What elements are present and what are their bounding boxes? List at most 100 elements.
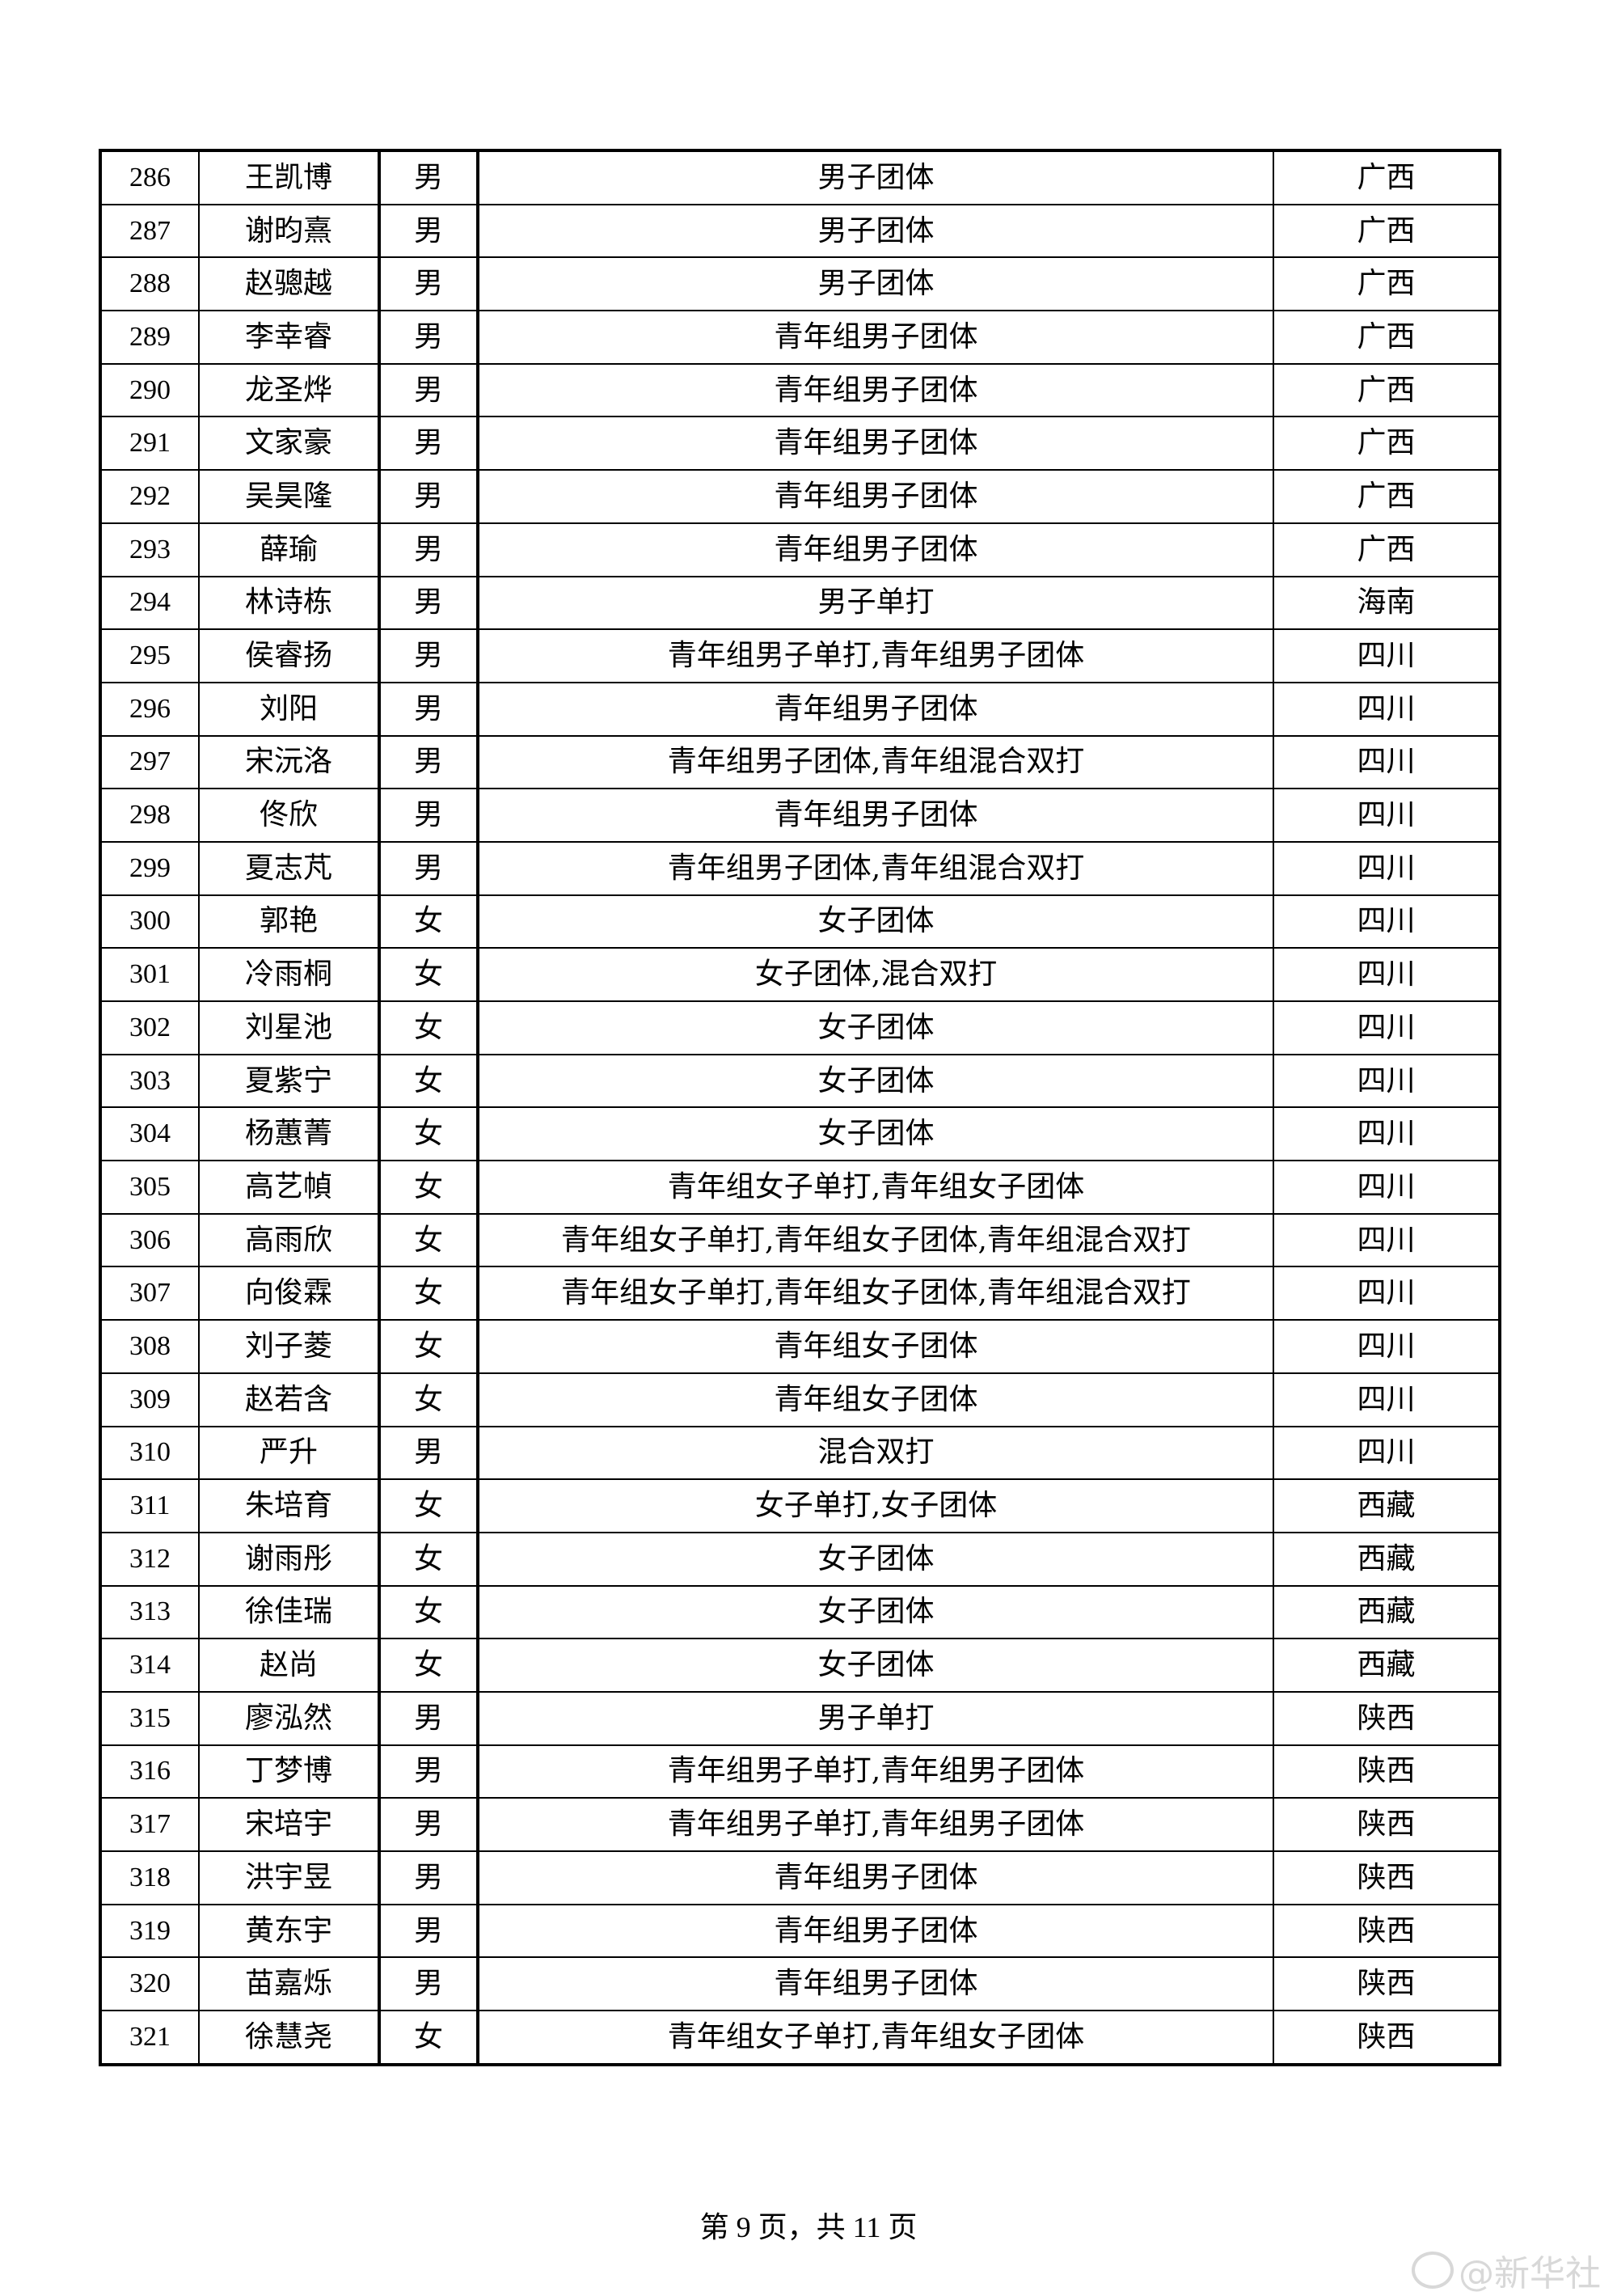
province-cell: 海南: [1273, 575, 1501, 631]
row-number-cell: 293: [99, 522, 200, 577]
gender-cell: 男: [378, 734, 479, 790]
events-cell: 男子团体: [477, 150, 1274, 205]
events-cell: 青年组女子单打,青年组女子团体: [477, 1160, 1274, 1215]
province-cell: 四川: [1273, 840, 1501, 896]
gender-cell: 男: [378, 1956, 479, 2012]
athlete-name-cell: 丁梦博: [198, 1744, 381, 1799]
gender-cell: 男: [378, 310, 479, 365]
table-row: 295 侯睿扬男青年组男子单打,青年组男子团体 四川: [99, 628, 1501, 683]
row-number-cell: 310: [99, 1425, 200, 1481]
events-cell: 女子团体: [477, 1584, 1274, 1640]
province-cell: 四川: [1273, 681, 1501, 737]
row-number-cell: 309: [99, 1372, 200, 1427]
row-number-cell: 300: [99, 894, 200, 949]
gender-cell: 女: [378, 947, 479, 1002]
athlete-name-cell: 冷雨桐: [198, 947, 381, 1002]
table-row: 308 刘子菱女青年组女子团体 四川: [99, 1319, 1501, 1374]
row-number-cell: 314: [99, 1638, 200, 1693]
athlete-name-cell: 高艺幀: [198, 1160, 381, 1215]
province-cell: 广西: [1273, 310, 1501, 365]
events-cell: 女子团体: [477, 1000, 1274, 1055]
table-row: 286 王凯博男男子团体 广西: [99, 150, 1501, 205]
athlete-name-cell: 洪宇昱: [198, 1850, 381, 1905]
watermark-text: @新华社: [1459, 2253, 1601, 2294]
table-row: 289 李幸睿男青年组男子团体 广西: [99, 310, 1501, 365]
province-cell: 四川: [1273, 1266, 1501, 1321]
province-cell: 广西: [1273, 150, 1501, 205]
row-number-cell: 318: [99, 1850, 200, 1905]
athlete-name-cell: 黄东宇: [198, 1903, 381, 1959]
athlete-name-cell: 刘星池: [198, 1000, 381, 1055]
table-row: 306 高雨欣女青年组女子单打,青年组女子团体,青年组混合双打 四川: [99, 1212, 1501, 1268]
roster-body: 286 王凯博男男子团体 广西 287 谢昀熹男男子团体 广西 288 赵骢越男男子团体 广西 2…: [99, 150, 1501, 2066]
gender-cell: 女: [378, 1319, 479, 1374]
gender-cell: 男: [378, 575, 479, 631]
province-cell: 西藏: [1273, 1531, 1501, 1587]
row-number-cell: 301: [99, 947, 200, 1002]
province-cell: 西藏: [1273, 1638, 1501, 1693]
athlete-name-cell: 赵尚: [198, 1638, 381, 1693]
province-cell: 四川: [1273, 734, 1501, 790]
athlete-name-cell: 徐佳瑞: [198, 1584, 381, 1640]
table-row: 292 吴昊隆男青年组男子团体 广西: [99, 469, 1501, 524]
gender-cell: 男: [378, 203, 479, 259]
table-row: 317 宋培宇男青年组男子单打,青年组男子团体 陕西: [99, 1797, 1501, 1852]
events-cell: 男子团体: [477, 203, 1274, 259]
athlete-name-cell: 朱培育: [198, 1478, 381, 1533]
athlete-name-cell: 林诗栋: [198, 575, 381, 631]
province-cell: 四川: [1273, 1319, 1501, 1374]
province-cell: 陕西: [1273, 1850, 1501, 1905]
province-cell: 广西: [1273, 416, 1501, 471]
table-row: 300 郭艳女女子团体 四川: [99, 894, 1501, 949]
row-number-cell: 288: [99, 256, 200, 312]
gender-cell: 女: [378, 1266, 479, 1321]
table-row: 302 刘星池女女子团体 四川: [99, 1000, 1501, 1055]
table-row: 304 杨蕙菁女女子团体 四川: [99, 1106, 1501, 1162]
athlete-name-cell: 赵骢越: [198, 256, 381, 312]
events-cell: 青年组男子单打,青年组男子团体: [477, 1744, 1274, 1799]
gender-cell: 女: [378, 1638, 479, 1693]
athlete-name-cell: 龙圣烨: [198, 362, 381, 418]
events-cell: 混合双打: [477, 1425, 1274, 1481]
gender-cell: 女: [378, 1053, 479, 1109]
events-cell: 青年组男子团体,青年组混合双打: [477, 734, 1274, 790]
row-number-cell: 315: [99, 1690, 200, 1746]
athlete-name-cell: 文家豪: [198, 416, 381, 471]
table-row: 316 丁梦博男青年组男子单打,青年组男子团体 陕西: [99, 1744, 1501, 1799]
table-row: 301 冷雨桐女女子团体,混合双打 四川: [99, 947, 1501, 1002]
row-number-cell: 320: [99, 1956, 200, 2012]
events-cell: 青年组男子团体: [477, 1956, 1274, 2012]
gender-cell: 男: [378, 788, 479, 843]
gender-cell: 男: [378, 1744, 479, 1799]
province-cell: 四川: [1273, 1106, 1501, 1162]
athlete-name-cell: 谢雨彤: [198, 1531, 381, 1587]
row-number-cell: 292: [99, 469, 200, 524]
row-number-cell: 294: [99, 575, 200, 631]
athlete-name-cell: 李幸睿: [198, 310, 381, 365]
athlete-name-cell: 廖泓然: [198, 1690, 381, 1746]
row-number-cell: 298: [99, 788, 200, 843]
province-cell: 四川: [1273, 1000, 1501, 1055]
events-cell: 青年组男子单打,青年组男子团体: [477, 628, 1274, 683]
table-row: 312 谢雨彤女女子团体 西藏: [99, 1531, 1501, 1587]
gender-cell: 男: [378, 1690, 479, 1746]
events-cell: 青年组男子团体: [477, 522, 1274, 577]
athlete-name-cell: 刘子菱: [198, 1319, 381, 1374]
events-cell: 男子团体: [477, 256, 1274, 312]
province-cell: 四川: [1273, 788, 1501, 843]
gender-cell: 女: [378, 1212, 479, 1268]
athlete-name-cell: 徐慧尧: [198, 2010, 381, 2066]
athlete-name-cell: 杨蕙菁: [198, 1106, 381, 1162]
gender-cell: 女: [378, 2010, 479, 2066]
row-number-cell: 317: [99, 1797, 200, 1852]
row-number-cell: 316: [99, 1744, 200, 1799]
row-number-cell: 297: [99, 734, 200, 790]
province-cell: 四川: [1273, 1160, 1501, 1215]
row-number-cell: 291: [99, 416, 200, 471]
province-cell: 四川: [1273, 1053, 1501, 1109]
athlete-name-cell: 宋沅洛: [198, 734, 381, 790]
events-cell: 女子单打,女子团体: [477, 1478, 1274, 1533]
events-cell: 青年组男子团体: [477, 1903, 1274, 1959]
athlete-name-cell: 王凯博: [198, 150, 381, 205]
row-number-cell: 306: [99, 1212, 200, 1268]
